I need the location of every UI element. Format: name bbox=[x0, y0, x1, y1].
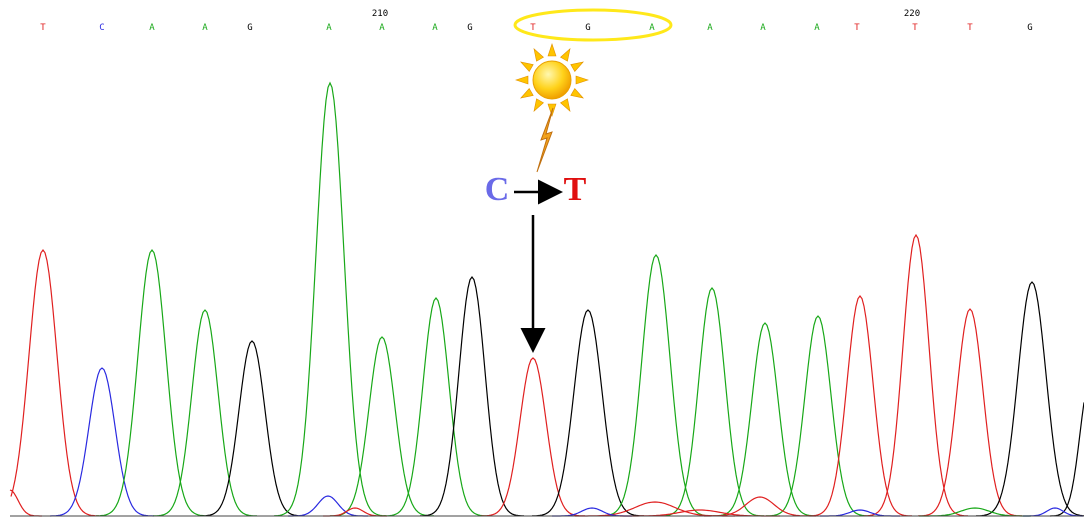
trace-peak bbox=[808, 296, 912, 516]
trace-peak bbox=[1023, 508, 1083, 516]
sun-ray bbox=[531, 47, 544, 61]
original-base: C bbox=[485, 171, 510, 208]
base: G bbox=[247, 23, 252, 33]
trace-peak bbox=[704, 497, 816, 516]
sun-disk bbox=[533, 61, 571, 99]
base: A bbox=[149, 23, 155, 33]
trace-peak bbox=[11, 250, 99, 516]
highlight-ellipse bbox=[515, 10, 671, 40]
base: A bbox=[760, 23, 766, 33]
sun-icon bbox=[516, 44, 588, 116]
trace-peak bbox=[660, 288, 764, 516]
trace-peak bbox=[96, 250, 208, 516]
trace-peak bbox=[153, 310, 257, 516]
base: A bbox=[432, 23, 438, 33]
lightning bbox=[537, 108, 553, 172]
sun-ray bbox=[571, 89, 585, 102]
position-label: 220 bbox=[904, 9, 920, 19]
base: T bbox=[967, 23, 973, 33]
trace-peak bbox=[600, 255, 712, 516]
mutated-base: T bbox=[564, 171, 587, 208]
base: T bbox=[854, 23, 860, 33]
trace-peak bbox=[864, 235, 968, 516]
sun-ray bbox=[571, 59, 585, 72]
base: G bbox=[467, 23, 472, 33]
base: A bbox=[707, 23, 713, 33]
sun-ray bbox=[561, 99, 574, 113]
trace-peak bbox=[481, 358, 585, 516]
base: T bbox=[40, 23, 46, 33]
base: A bbox=[649, 23, 655, 33]
trace-peak bbox=[976, 282, 1084, 516]
trace-peak bbox=[274, 83, 386, 516]
sun-ray bbox=[519, 59, 533, 72]
sun-ray bbox=[548, 44, 556, 56]
trace-peak bbox=[552, 508, 632, 516]
base-calls: T C A A G A A A G T G A A A A T T T G bbox=[40, 23, 1032, 33]
position-label: 210 bbox=[372, 9, 388, 19]
traces bbox=[10, 83, 1084, 516]
trace-peak bbox=[288, 496, 368, 516]
sun-ray bbox=[516, 76, 528, 84]
base: A bbox=[202, 23, 208, 33]
trace-peak bbox=[918, 309, 1022, 516]
base: T bbox=[912, 23, 918, 33]
base: A bbox=[379, 23, 385, 33]
base: G bbox=[1027, 23, 1032, 33]
base: C bbox=[99, 23, 104, 33]
sun-ray bbox=[531, 99, 544, 113]
base: A bbox=[814, 23, 820, 33]
trace-peak bbox=[420, 277, 524, 516]
trace-peak bbox=[575, 502, 735, 516]
sun-ray bbox=[561, 47, 574, 61]
chromatogram: 210 220 T C A A G A A A G T G A A A A T … bbox=[0, 0, 1084, 518]
base: A bbox=[326, 23, 332, 33]
sun-ray bbox=[519, 89, 533, 102]
trace-peak bbox=[10, 490, 42, 516]
base: G bbox=[585, 23, 590, 33]
base: T bbox=[530, 23, 536, 33]
trace-peak bbox=[766, 316, 870, 516]
trace-peak bbox=[384, 298, 488, 516]
sun-ray bbox=[576, 76, 588, 84]
